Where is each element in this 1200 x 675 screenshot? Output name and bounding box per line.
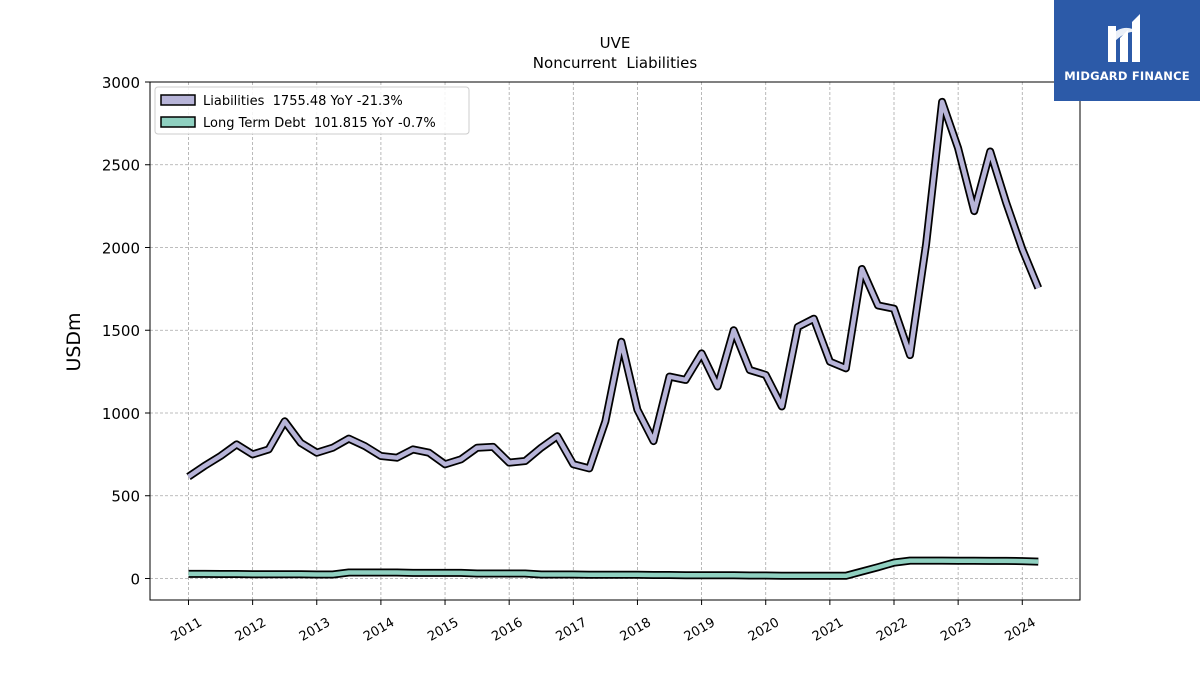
brand-mark-icon (1108, 14, 1140, 62)
x-tick-label: 2013 (297, 615, 333, 645)
x-tick-label: 2015 (425, 615, 461, 645)
x-tick-label: 2011 (169, 615, 205, 645)
y-tick-label: 500 (111, 488, 140, 506)
x-tick-label: 2016 (489, 615, 525, 645)
series-lines (186, 97, 1042, 580)
chart-subtitle: Noncurrent Liabilities (533, 54, 698, 72)
y-tick-label: 1000 (102, 405, 140, 423)
x-tick-label: 2022 (874, 615, 910, 645)
brand-name: MIDGARD FINANCE (1064, 69, 1190, 83)
series-line (188, 558, 1039, 579)
y-tick-label: 0 (130, 570, 140, 588)
y-tick-label: 3000 (102, 74, 140, 92)
x-tick-label: 2020 (746, 615, 782, 645)
x-tick-label: 2023 (938, 615, 974, 645)
y-tick-label: 1500 (102, 322, 140, 340)
x-tick-label: 2019 (682, 615, 718, 645)
y-tick-label: 2500 (102, 157, 140, 175)
x-tick-label: 2018 (618, 615, 654, 645)
x-tick-label: 2014 (361, 615, 397, 645)
legend-swatch (160, 94, 196, 106)
brand-logo: MIDGARD FINANCE (1054, 0, 1200, 101)
x-tick-label: 2024 (1002, 615, 1038, 645)
legend-label: Liabilities 1755.48 YoY -21.3% (203, 94, 403, 109)
chart-title: UVE (600, 34, 631, 52)
y-tick-label: 2000 (102, 239, 140, 257)
grid (150, 81, 1080, 600)
legend-label: Long Term Debt 101.815 YoY -0.7% (203, 116, 436, 131)
plot-frame (149, 81, 1081, 601)
series-line-outline (186, 97, 1042, 481)
legend: Liabilities 1755.48 YoY -21.3% Long Term … (154, 86, 470, 135)
legend-swatch (160, 116, 196, 128)
legend-box (154, 86, 470, 135)
y-axis-label: USDm (63, 312, 85, 371)
x-tick-label: 2012 (233, 615, 269, 645)
x-tick-label: 2021 (810, 615, 846, 645)
series-line (187, 99, 1041, 479)
x-tick-label: 2017 (553, 615, 589, 645)
